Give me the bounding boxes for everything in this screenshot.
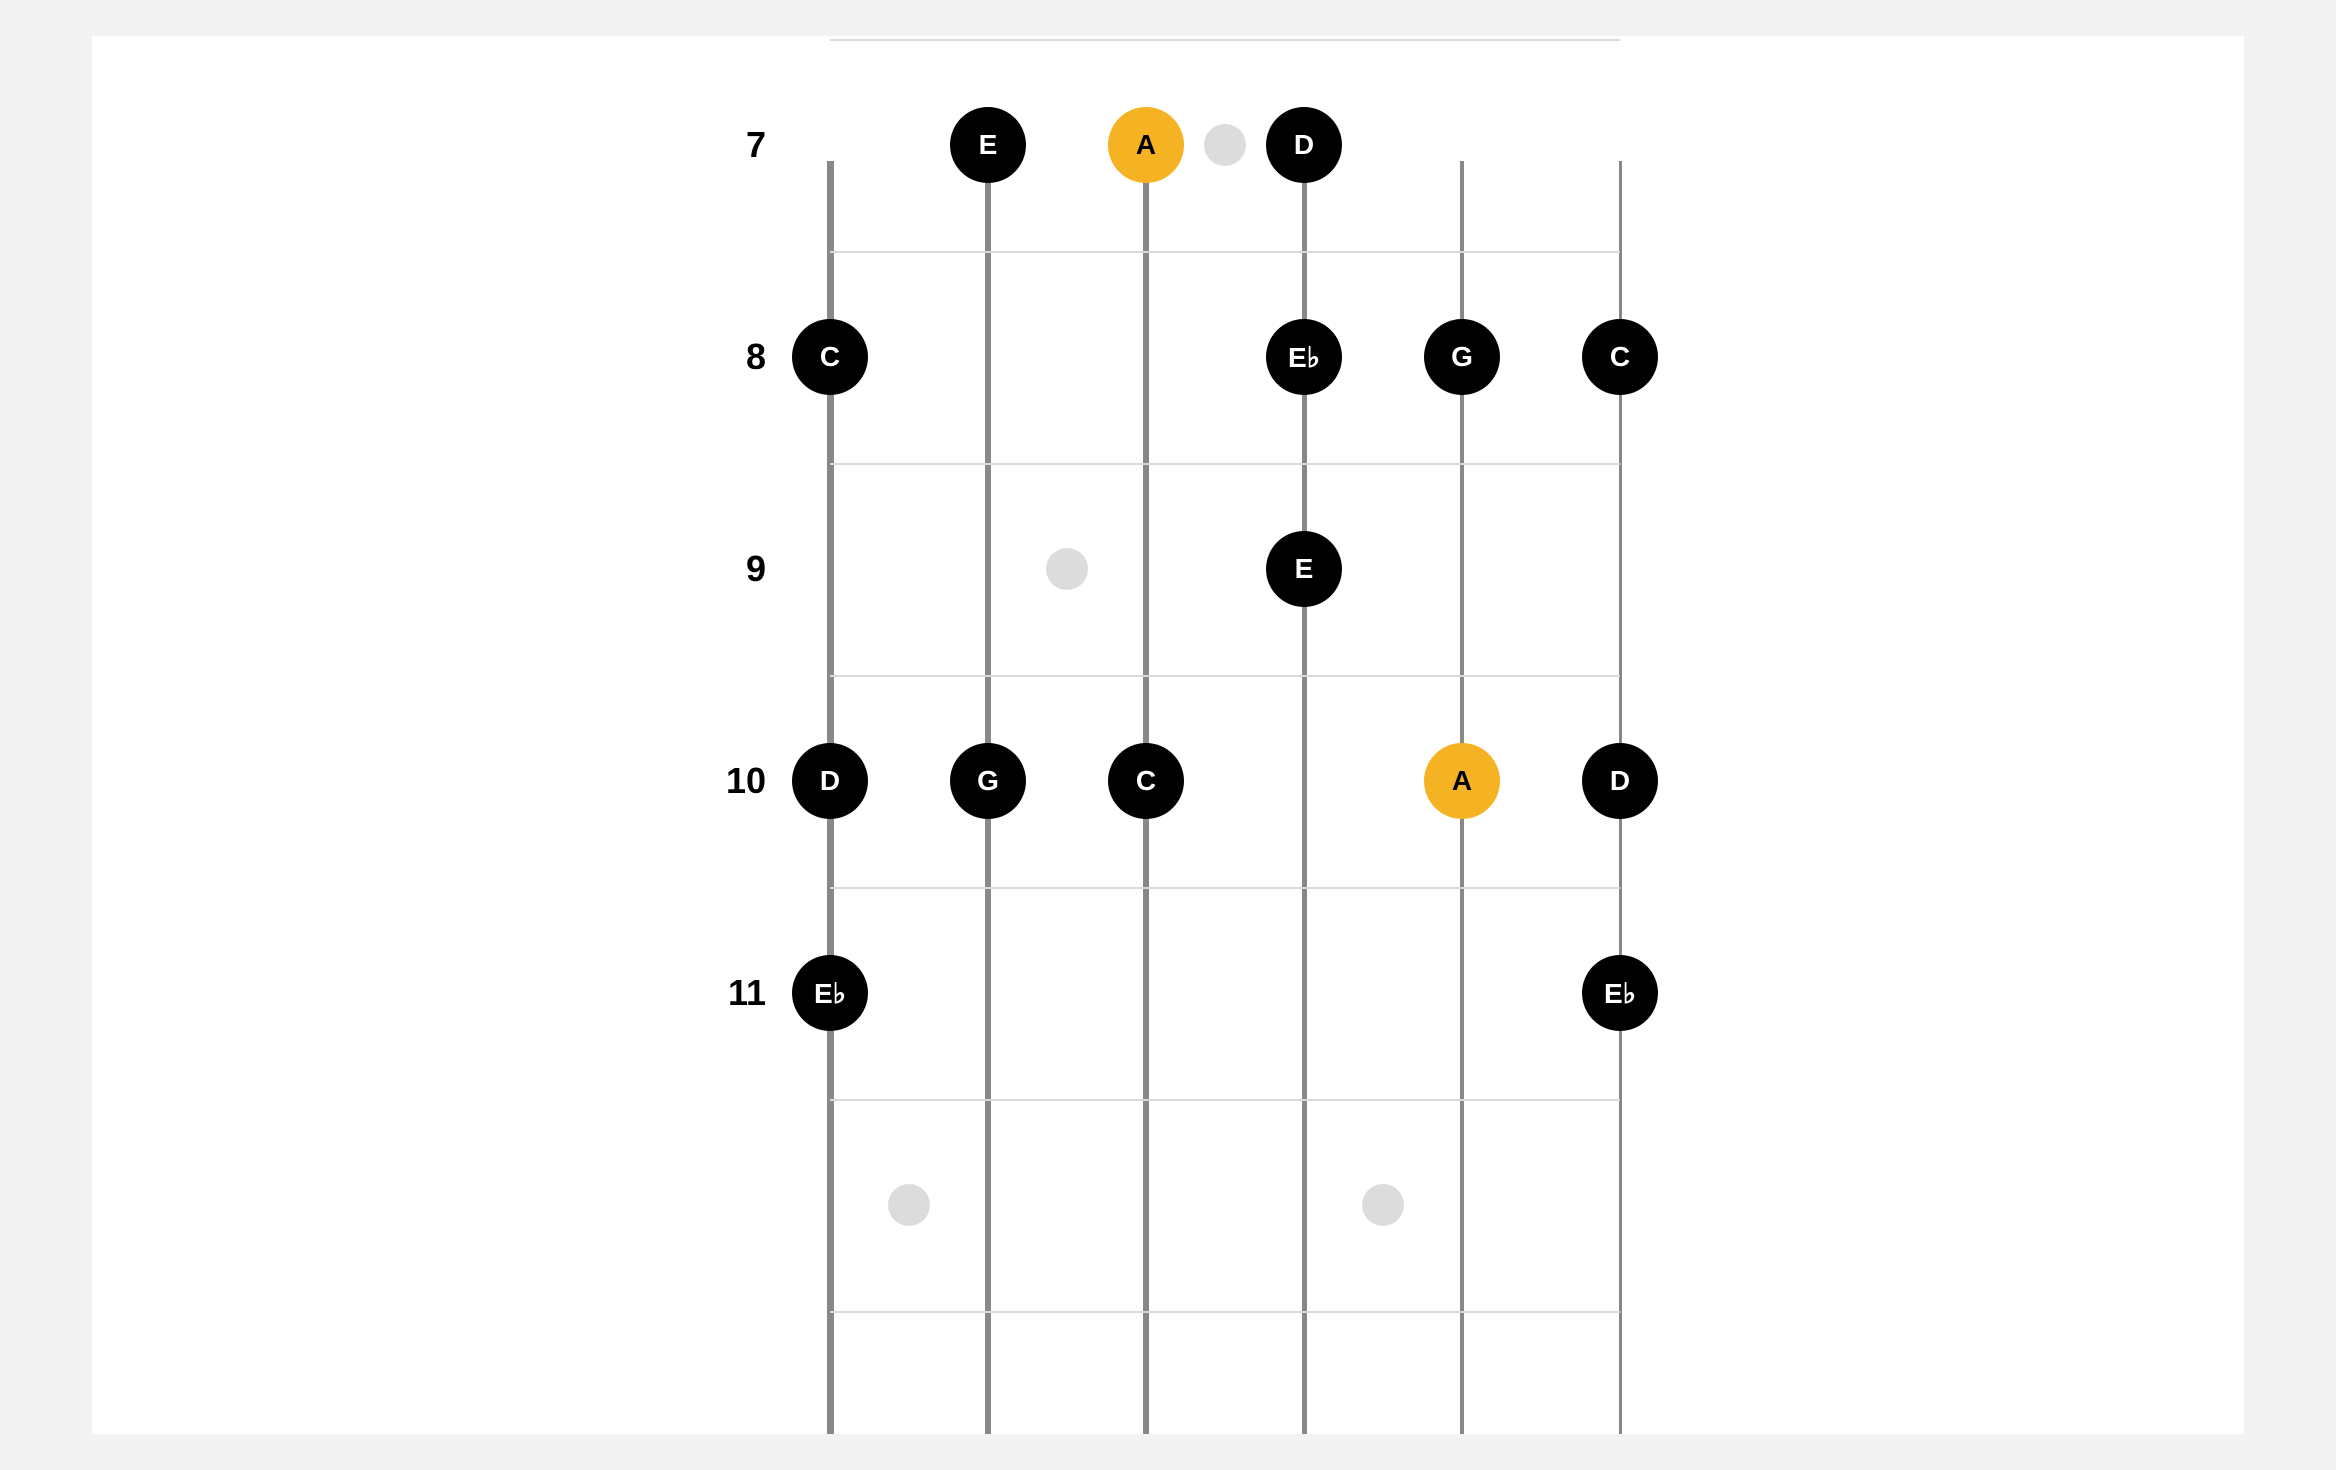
- note-Eb-s6-f11: E♭: [1582, 955, 1658, 1031]
- diagram-canvas: 7 8 9 10 11 E A D C E♭ G C E D G C A D E♭ E♭: [92, 36, 2244, 1434]
- note-label: G: [1451, 341, 1473, 373]
- fret-label-11: 11: [728, 972, 766, 1014]
- note-A-s5-f10: A: [1424, 743, 1500, 819]
- fret-line: [830, 39, 1620, 41]
- note-label: G: [977, 765, 999, 797]
- note-Eb-s4-f8: E♭: [1266, 319, 1342, 395]
- note-label: D: [1294, 129, 1314, 161]
- fret-line: [830, 675, 1620, 677]
- note-label: E♭: [1288, 341, 1320, 374]
- note-label: E♭: [814, 977, 846, 1010]
- note-D-s6-f10: D: [1582, 743, 1658, 819]
- fret-inlay: [1204, 124, 1246, 166]
- fret-inlay: [1362, 1184, 1404, 1226]
- note-G-s5-f8: G: [1424, 319, 1500, 395]
- note-label: D: [1610, 765, 1630, 797]
- fret-line: [830, 251, 1620, 253]
- note-G-s2-f10: G: [950, 743, 1026, 819]
- fret-inlay: [888, 1184, 930, 1226]
- note-label: C: [1136, 765, 1156, 797]
- note-D-s1-f10: D: [792, 743, 868, 819]
- note-label: E♭: [1604, 977, 1636, 1010]
- fret-label-10: 10: [726, 760, 766, 802]
- note-label: D: [820, 765, 840, 797]
- note-C-s6-f8: C: [1582, 319, 1658, 395]
- note-C-s1-f8: C: [792, 319, 868, 395]
- note-D-s4-f7: D: [1266, 107, 1342, 183]
- fretboard: 7891011EADCE♭GCEDGCADE♭E♭: [830, 161, 1620, 1434]
- note-E-s2-f7: E: [950, 107, 1026, 183]
- note-label: E: [1295, 553, 1314, 585]
- fret-line: [830, 1311, 1620, 1313]
- fret-inlay: [1046, 548, 1088, 590]
- note-C-s3-f10: C: [1108, 743, 1184, 819]
- fret-label-9: 9: [746, 548, 766, 590]
- note-label: E: [979, 129, 998, 161]
- note-A-s3-f7: A: [1108, 107, 1184, 183]
- fret-line: [830, 887, 1620, 889]
- note-label: C: [1610, 341, 1630, 373]
- note-label: C: [820, 341, 840, 373]
- fret-label-7: 7: [746, 124, 766, 166]
- fret-line: [830, 463, 1620, 465]
- note-label: A: [1136, 129, 1156, 161]
- fret-label-8: 8: [746, 336, 766, 378]
- note-label: A: [1452, 765, 1472, 797]
- note-Eb-s1-f11: E♭: [792, 955, 868, 1031]
- fret-line: [830, 1099, 1620, 1101]
- note-E-s4-f9: E: [1266, 531, 1342, 607]
